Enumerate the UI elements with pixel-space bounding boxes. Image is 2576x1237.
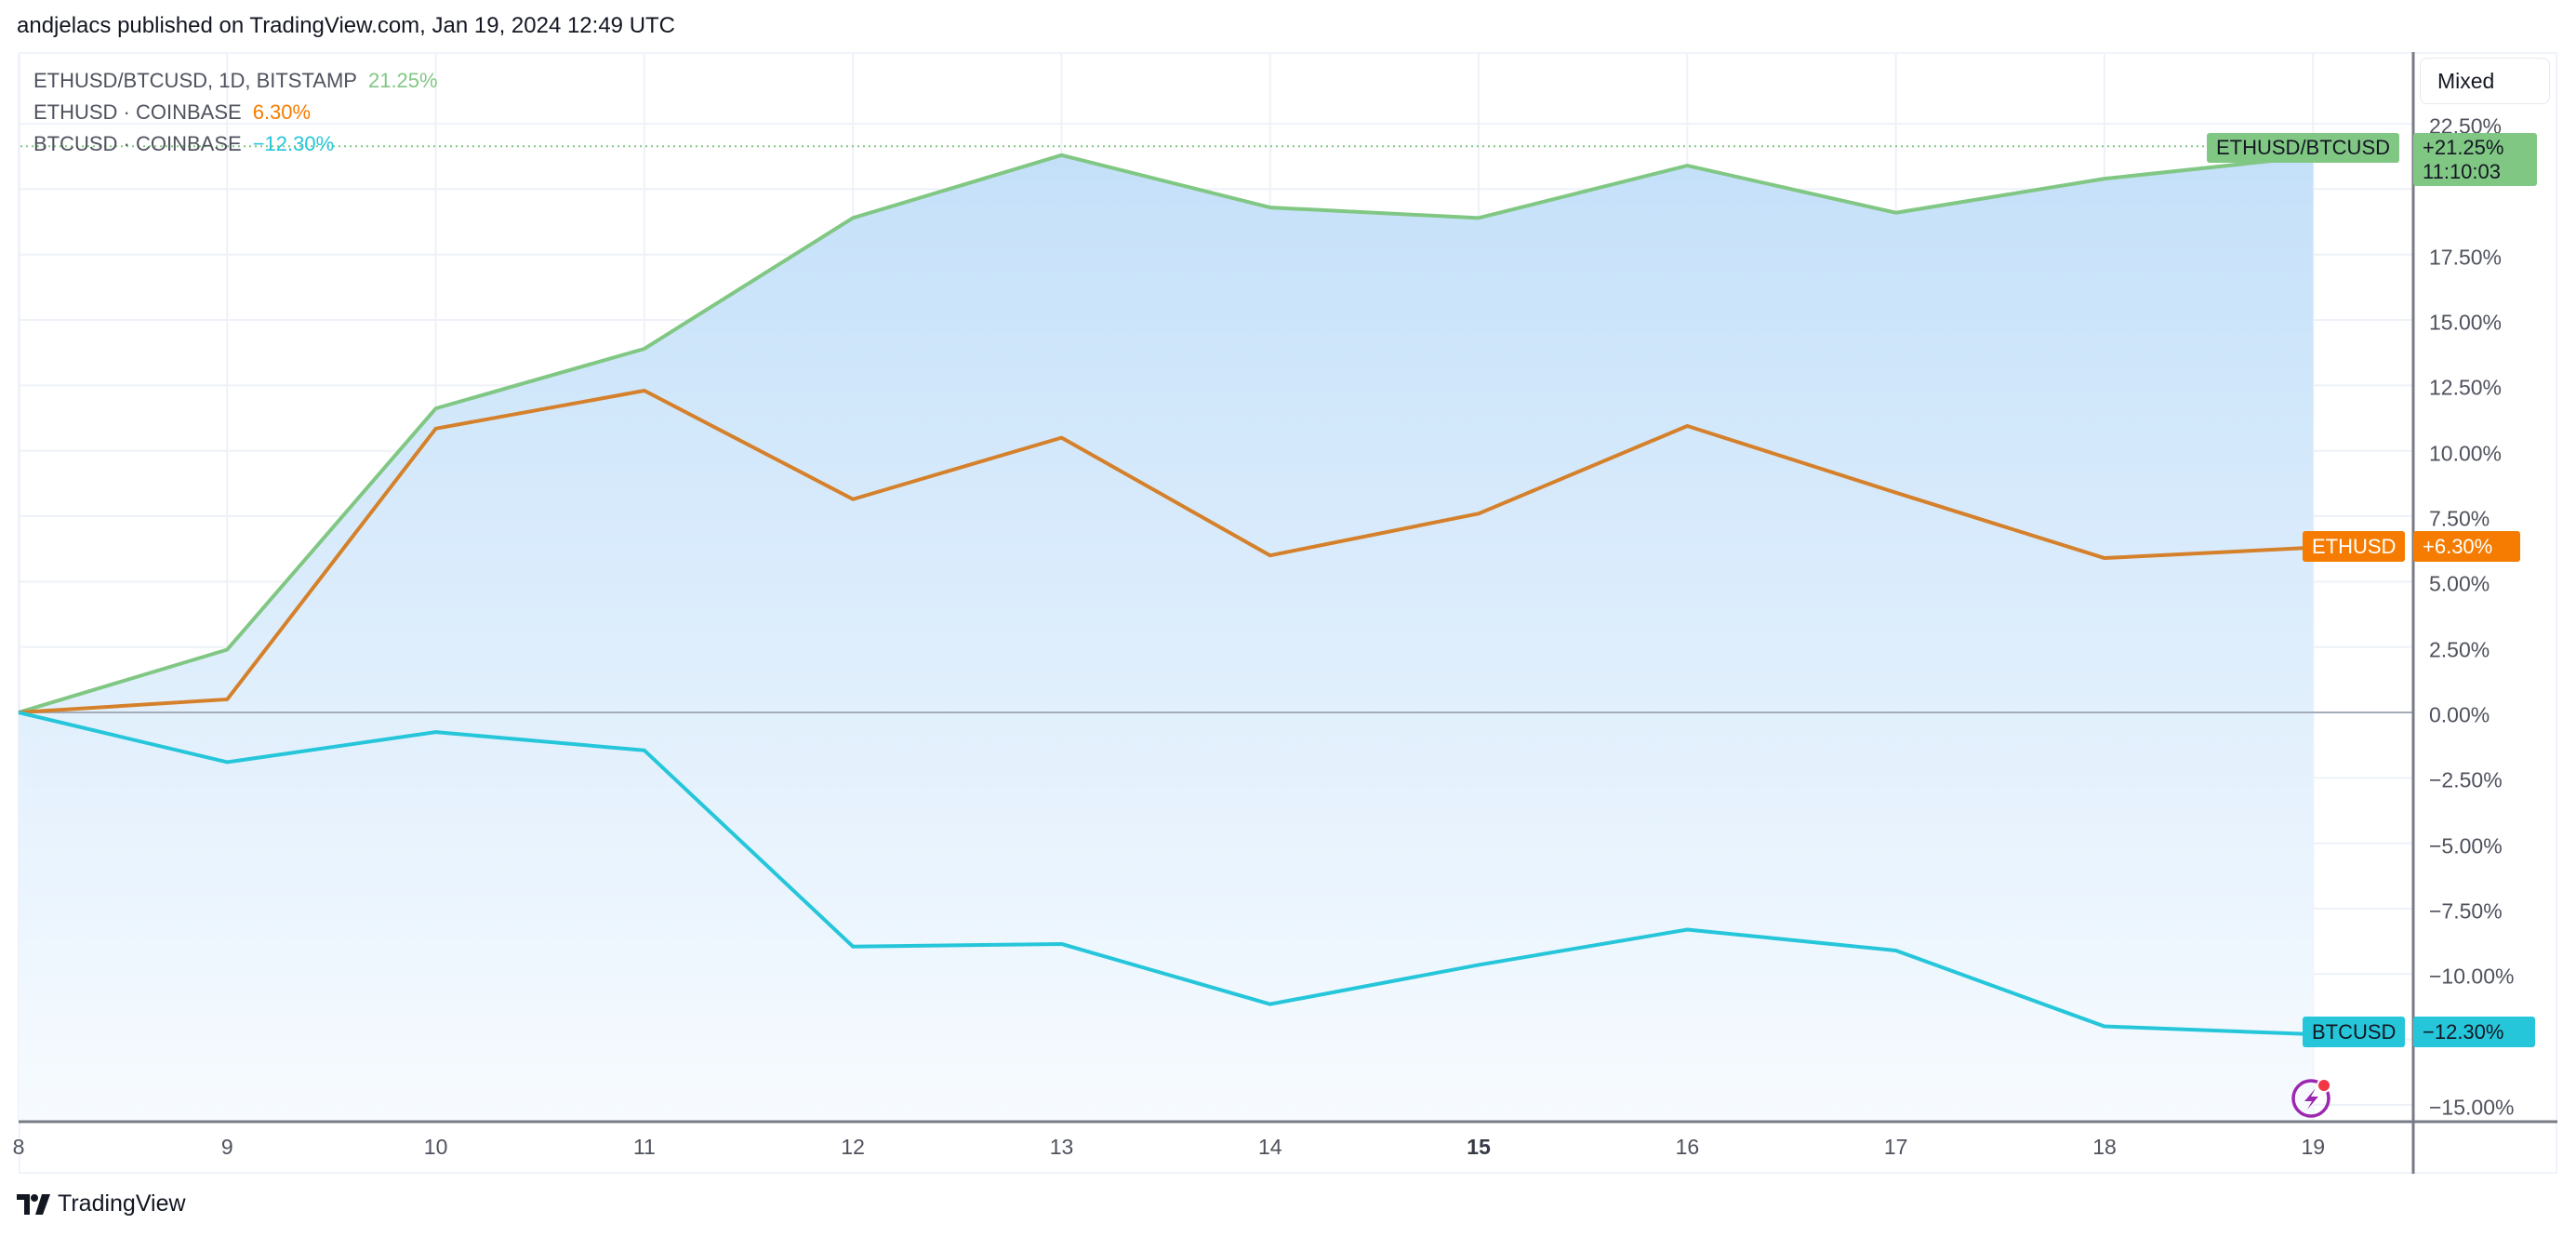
legend-item-ethusd[interactable]: ETHUSD · COINBASE 6.30% bbox=[33, 97, 438, 128]
ratio-countdown: 11:10:03 bbox=[2423, 159, 2502, 183]
y-axis-tick: −15.00% bbox=[2429, 1095, 2515, 1120]
x-axis-tick: 17 bbox=[1883, 1135, 1908, 1159]
ratio-area-fill bbox=[19, 154, 2314, 1122]
x-axis-tick: 14 bbox=[1258, 1135, 1282, 1159]
series-line-btcusd[interactable] bbox=[18, 711, 2314, 1036]
x-axis-tick: 9 bbox=[220, 1135, 233, 1159]
series-line-ethusd-btcusd[interactable] bbox=[18, 153, 2314, 714]
x-axis-tick: 11 bbox=[632, 1135, 656, 1159]
ratio-value: +21.25% bbox=[2423, 135, 2504, 159]
legend-item-btcusd[interactable]: BTCUSD · COINBASE −12.30% bbox=[33, 128, 438, 160]
y-axis-tick: −10.00% bbox=[2429, 964, 2515, 989]
y-axis-tick: 5.00% bbox=[2429, 571, 2490, 596]
chart-legend: ETHUSD/BTCUSD, 1D, BITSTAMP 21.25% ETHUSD… bbox=[33, 65, 438, 160]
y-axis-tick: 7.50% bbox=[2429, 506, 2490, 531]
btcusd-name-tag: BTCUSD bbox=[2303, 1017, 2406, 1047]
y-axis-tick: −2.50% bbox=[2429, 767, 2503, 792]
legend-value: 6.30% bbox=[252, 100, 312, 124]
x-axis-tick: 16 bbox=[1675, 1135, 1700, 1159]
y-axis-tick: 0.00% bbox=[2429, 702, 2490, 727]
legend-label: ETHUSD · COINBASE bbox=[33, 100, 242, 124]
x-axis-tick: 15 bbox=[1467, 1135, 1491, 1159]
brand-name: TradingView bbox=[58, 1190, 186, 1217]
x-axis-tick: 8 bbox=[12, 1135, 25, 1159]
x-axis-tick: 18 bbox=[2092, 1135, 2117, 1159]
lightning-icon[interactable] bbox=[2291, 1078, 2331, 1118]
y-axis-tick: 17.50% bbox=[2429, 245, 2503, 270]
y-axis-tick: −5.00% bbox=[2429, 833, 2503, 858]
tradingview-logo-icon bbox=[17, 1193, 50, 1215]
legend-value: −12.30% bbox=[252, 132, 335, 155]
legend-label: ETHUSD/BTCUSD, 1D, BITSTAMP bbox=[33, 69, 357, 92]
btcusd-value-tag: −12.30% bbox=[2413, 1017, 2535, 1047]
ethusd-value-tag: +6.30% bbox=[2413, 531, 2520, 562]
y-axis-tick: −7.50% bbox=[2429, 898, 2503, 924]
x-axis-tick: 19 bbox=[2301, 1135, 2326, 1159]
x-axis-tick: 13 bbox=[1049, 1135, 1074, 1159]
y-axis-tick: 15.00% bbox=[2429, 310, 2503, 335]
y-axis-tick: 10.00% bbox=[2429, 441, 2503, 466]
legend-label: BTCUSD · COINBASE bbox=[33, 132, 242, 155]
x-axis-tick: 12 bbox=[841, 1135, 865, 1159]
y-axis-tick: 12.50% bbox=[2429, 375, 2503, 400]
y-axis-tick: 2.50% bbox=[2429, 637, 2490, 662]
ratio-name-tag: ETHUSD/BTCUSD bbox=[2207, 133, 2400, 163]
legend-value: 21.25% bbox=[367, 69, 438, 92]
publish-info: andjelacs published on TradingView.com, … bbox=[17, 13, 676, 38]
scale-mode-button[interactable]: Mixed bbox=[2420, 58, 2550, 104]
tradingview-logo[interactable]: TradingView bbox=[17, 1190, 186, 1217]
series-line-ethusd[interactable] bbox=[18, 389, 2314, 714]
ratio-value-tag: +21.25% 11:10:03 bbox=[2413, 133, 2537, 186]
ethusd-name-tag: ETHUSD bbox=[2303, 531, 2406, 562]
x-axis-tick: 10 bbox=[423, 1135, 448, 1159]
legend-item-ratio[interactable]: ETHUSD/BTCUSD, 1D, BITSTAMP 21.25% bbox=[33, 65, 438, 97]
